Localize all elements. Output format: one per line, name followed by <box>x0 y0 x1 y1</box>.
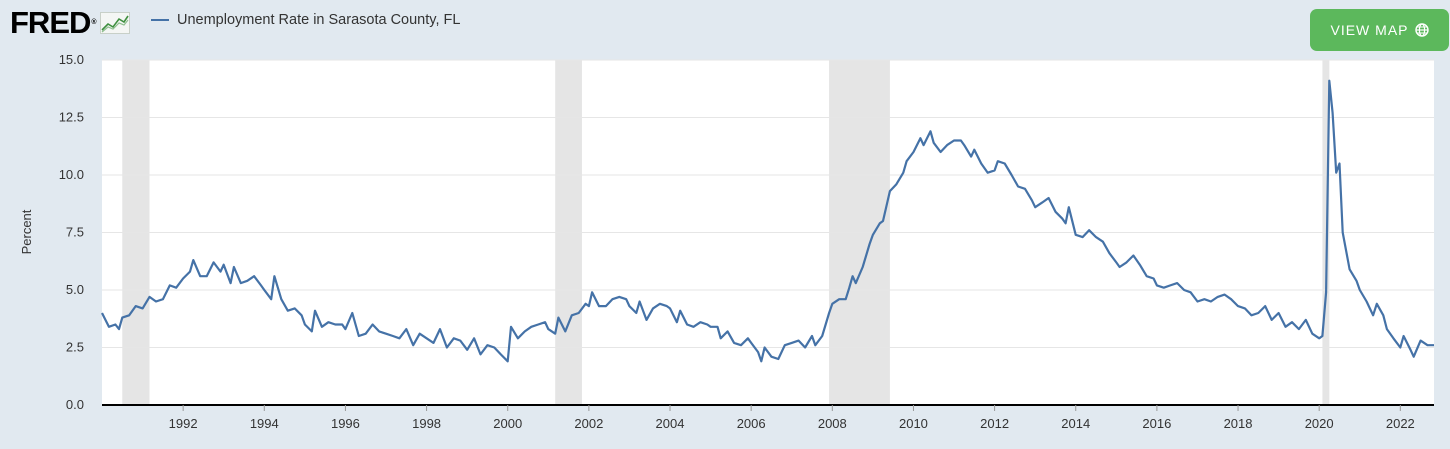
y-tick-label: 10.0 <box>59 167 84 182</box>
x-tick-label: 2022 <box>1386 416 1415 431</box>
x-tick-label: 2004 <box>656 416 685 431</box>
x-tick-label: 2020 <box>1305 416 1334 431</box>
x-tick-label: 2008 <box>818 416 847 431</box>
y-tick-label: 5.0 <box>66 282 84 297</box>
series-line <box>101 79 1434 363</box>
x-tick-label: 2010 <box>899 416 928 431</box>
series-layer <box>101 79 1434 363</box>
x-tick-label: 2002 <box>574 416 603 431</box>
y-tick-label: 0.0 <box>66 397 84 412</box>
x-tick-label: 1992 <box>169 416 198 431</box>
view-map-button[interactable]: VIEW MAP <box>1310 9 1449 51</box>
fred-logo-text: FRED® <box>10 5 97 40</box>
x-tick-label: 2018 <box>1224 416 1253 431</box>
fred-logo[interactable]: FRED® <box>10 6 130 40</box>
x-tick-label: 2014 <box>1061 416 1090 431</box>
x-tick-label: 1998 <box>412 416 441 431</box>
chart-legend: Unemployment Rate in Sarasota County, FL <box>151 12 460 28</box>
axes: 0.0 2.5 5.0 7.5 10.0 12.5 15.0 1992 1994 1996 1998… <box>59 52 1434 431</box>
x-tick-label: 2006 <box>737 416 766 431</box>
y-axis-title: Percent <box>19 209 34 254</box>
x-tick-label: 2012 <box>980 416 1009 431</box>
y-tick-label: 2.5 <box>66 340 84 355</box>
view-map-label: VIEW MAP <box>1330 22 1409 38</box>
legend-label: Unemployment Rate in Sarasota County, FL <box>177 12 461 28</box>
fred-chart-icon <box>99 12 130 34</box>
y-tick-label: 12.5 <box>59 110 84 125</box>
x-tick-label: 2016 <box>1142 416 1171 431</box>
legend-swatch <box>151 19 169 21</box>
x-tick-label: 2000 <box>493 416 522 431</box>
y-tick-label: 7.5 <box>66 225 84 240</box>
globe-icon <box>1414 23 1429 37</box>
x-tick-label: 1996 <box>331 416 360 431</box>
x-tick-label: 1994 <box>250 416 279 431</box>
y-tick-label: 15.0 <box>59 52 84 67</box>
gridlines <box>102 59 1434 348</box>
